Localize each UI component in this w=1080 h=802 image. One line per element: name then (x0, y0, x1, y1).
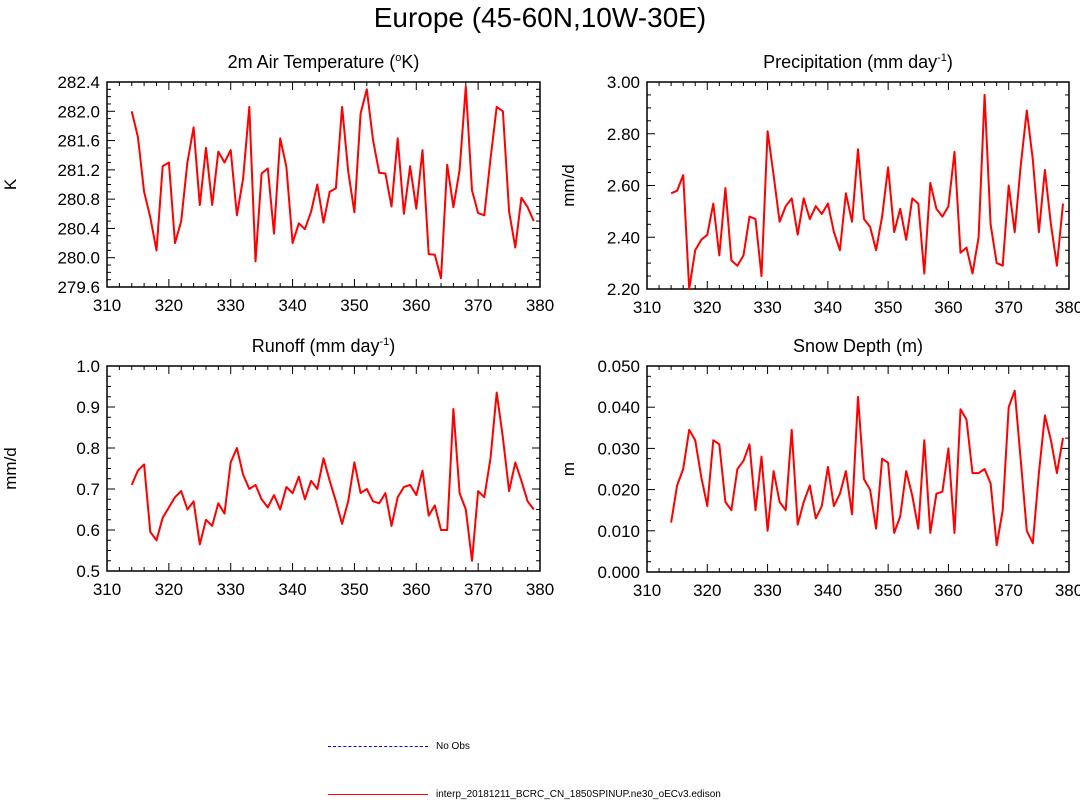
x-tick-label: 360 (402, 580, 430, 599)
x-tick-label: 360 (934, 581, 962, 600)
x-tick-label: 360 (402, 296, 430, 315)
series-line (670, 93, 1064, 290)
x-tick-label: 320 (155, 580, 183, 599)
y-tick-label: 0.8 (76, 439, 100, 458)
x-tick-label: 370 (995, 298, 1023, 317)
y-tick-label: 281.2 (57, 161, 100, 180)
y-tick-label: 1.0 (76, 357, 100, 376)
plot-frame (646, 81, 1070, 290)
x-tick-label: 350 (874, 581, 902, 600)
y-tick-label: 0.020 (597, 481, 640, 500)
x-tick-label: 330 (753, 581, 781, 600)
y-tick-label: 2.60 (607, 177, 640, 196)
legend-model-label: interp_20181211_BCRC_CN_1850SPINUP.ne30_… (436, 789, 721, 800)
x-tick-label: 310 (633, 298, 661, 317)
x-tick-label: 350 (340, 580, 368, 599)
y-tick-label: 0.7 (76, 480, 100, 499)
x-tick-label: 310 (93, 580, 121, 599)
x-tick-label: 360 (934, 298, 962, 317)
panel-title: Snow Depth (m) (793, 336, 923, 356)
x-tick-label: 310 (633, 581, 661, 600)
x-tick-label: 340 (278, 580, 306, 599)
panel-title: 2m Air Temperature (oK) (228, 52, 420, 72)
y-tick-label: 280.4 (57, 219, 100, 238)
x-tick-label: 380 (526, 580, 554, 599)
chart-panel-1: 310 320 330 340 350 360 370 380 279.6 280.0 280.4 2… (1, 52, 554, 315)
y-tick-label: 0.040 (597, 398, 640, 417)
y-axis-label: mm/d (559, 164, 578, 207)
legend-obs-swatch (328, 746, 428, 747)
y-tick-label: 3.00 (607, 73, 640, 92)
y-tick-label: 0.050 (597, 357, 640, 376)
y-tick-label: 0.000 (597, 563, 640, 582)
y-tick-label: 280.8 (57, 190, 100, 209)
chart-panel-2: 310 320 330 340 350 360 370 380 2.20 2.40 2.60 2.80… (559, 52, 1080, 317)
y-tick-label: 281.6 (57, 132, 100, 151)
y-tick-label: 2.80 (607, 125, 640, 144)
series-line (130, 391, 535, 562)
legend-model-swatch (328, 794, 428, 795)
x-tick-label: 330 (217, 296, 245, 315)
panel-title: Runoff (mm day-1) (252, 336, 396, 356)
x-tick-label: 370 (464, 580, 492, 599)
x-tick-label: 320 (693, 581, 721, 600)
y-tick-label: 0.030 (597, 439, 640, 458)
x-tick-label: 350 (874, 298, 902, 317)
y-tick-label: 0.010 (597, 522, 640, 541)
plot-frame (106, 365, 541, 572)
y-tick-label: 2.20 (607, 280, 640, 299)
x-tick-label: 330 (217, 580, 245, 599)
y-tick-label: 2.40 (607, 228, 640, 247)
x-tick-label: 330 (753, 298, 781, 317)
y-axis-label: mm/d (1, 447, 20, 490)
series-line (670, 389, 1064, 547)
chart-panel-4: 310 320 330 340 350 360 370 380 0.000 0.010 0.020 0… (559, 336, 1080, 600)
x-tick-label: 350 (340, 296, 368, 315)
x-tick-label: 370 (464, 296, 492, 315)
x-tick-label: 310 (93, 296, 121, 315)
y-axis-label: K (1, 178, 20, 190)
x-tick-label: 340 (814, 298, 842, 317)
y-tick-label: 280.0 (57, 249, 100, 268)
x-tick-label: 340 (814, 581, 842, 600)
chart-panel-3: 310 320 330 340 350 360 370 380 0.5 0.6 0.7 0.8 0.9 1… (1, 336, 554, 599)
plot-frame (106, 81, 541, 288)
y-tick-label: 0.9 (76, 398, 100, 417)
x-tick-label: 370 (995, 581, 1023, 600)
x-tick-label: 340 (278, 296, 306, 315)
x-tick-label: 380 (1055, 581, 1080, 600)
y-tick-label: 0.5 (76, 562, 100, 581)
page-title: Europe (45-60N,10W-30E) (373, 2, 707, 33)
series-line (130, 85, 535, 280)
x-tick-label: 380 (526, 296, 554, 315)
y-tick-label: 279.6 (57, 278, 100, 297)
x-tick-label: 320 (693, 298, 721, 317)
y-axis-label: m (559, 462, 578, 476)
x-tick-label: 320 (155, 296, 183, 315)
y-tick-label: 0.6 (76, 521, 100, 540)
y-tick-label: 282.4 (57, 73, 100, 92)
panel-title: Precipitation (mm day-1) (763, 52, 953, 72)
y-tick-label: 282.0 (57, 102, 100, 121)
x-tick-label: 380 (1055, 298, 1080, 317)
legend-obs-label: No Obs (436, 741, 470, 752)
